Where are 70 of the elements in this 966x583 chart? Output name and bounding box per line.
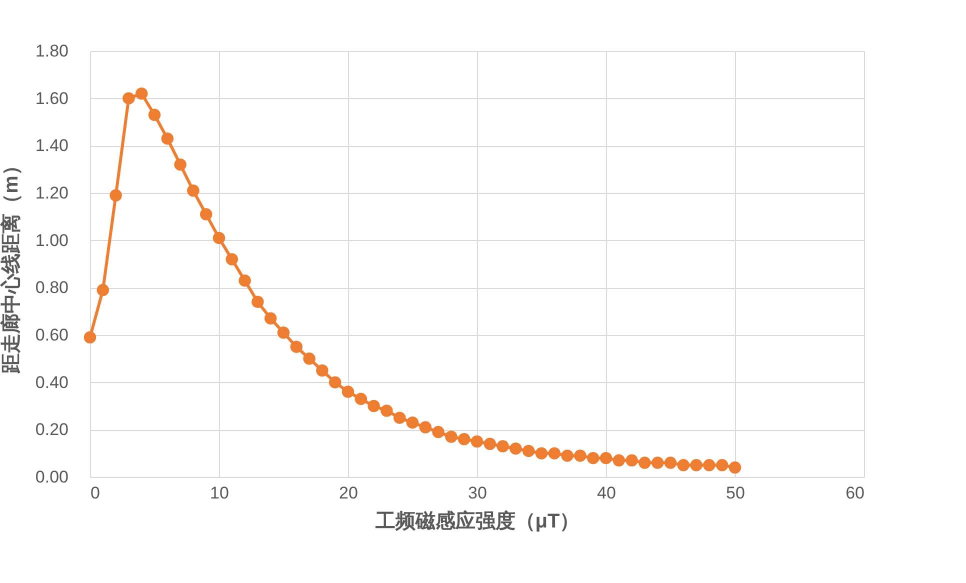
y-tick-label: 0.60 bbox=[35, 326, 68, 344]
point bbox=[226, 253, 238, 266]
y-tick-label: 0.40 bbox=[35, 372, 68, 392]
point bbox=[600, 452, 612, 464]
x-tick-label: 10 bbox=[210, 484, 229, 502]
point bbox=[690, 459, 702, 472]
point bbox=[445, 430, 458, 443]
x-axis-title: 工频磁感应强度（μT） bbox=[374, 510, 580, 532]
point bbox=[290, 340, 303, 353]
point bbox=[716, 459, 728, 472]
y-tick-label: 0.80 bbox=[35, 278, 68, 298]
point bbox=[303, 352, 316, 365]
point bbox=[148, 108, 161, 122]
point bbox=[651, 456, 664, 469]
point bbox=[110, 189, 122, 202]
point bbox=[626, 454, 638, 467]
point bbox=[316, 364, 328, 377]
point bbox=[484, 438, 496, 450]
point bbox=[122, 92, 135, 104]
point bbox=[728, 461, 742, 474]
x-tick-label: 0 bbox=[90, 484, 100, 502]
point bbox=[84, 331, 96, 344]
point bbox=[380, 404, 393, 417]
point bbox=[458, 433, 470, 446]
point bbox=[522, 444, 535, 458]
point bbox=[252, 296, 264, 308]
x-tick-label: 40 bbox=[597, 484, 616, 502]
point bbox=[277, 326, 290, 339]
point bbox=[703, 459, 716, 472]
point bbox=[535, 447, 548, 460]
point bbox=[238, 274, 251, 287]
point bbox=[574, 450, 586, 462]
point bbox=[561, 450, 574, 462]
y-tick-label: 1.80 bbox=[35, 42, 68, 60]
point bbox=[664, 456, 677, 469]
point bbox=[432, 426, 444, 438]
y-tick-label: 1.40 bbox=[35, 136, 68, 156]
point bbox=[96, 284, 110, 296]
point bbox=[496, 440, 509, 452]
y-tick-label: 0.00 bbox=[35, 468, 68, 486]
point bbox=[368, 400, 380, 412]
point bbox=[548, 447, 561, 460]
point bbox=[264, 312, 277, 325]
x-tick-label: 50 bbox=[726, 484, 745, 502]
x-tick-label: 20 bbox=[339, 484, 358, 502]
point bbox=[406, 416, 419, 429]
point bbox=[354, 392, 368, 406]
point bbox=[419, 421, 432, 434]
point bbox=[612, 454, 626, 467]
point bbox=[174, 158, 186, 171]
point bbox=[393, 412, 406, 424]
y-tick-label: 1.00 bbox=[35, 230, 68, 250]
x-tick-label: 30 bbox=[468, 484, 487, 502]
y-axis-title: 距走廊中心线距离（m） bbox=[0, 156, 22, 374]
point bbox=[510, 442, 522, 455]
point bbox=[328, 376, 342, 388]
x-tick-label: 60 bbox=[846, 484, 864, 502]
point bbox=[470, 435, 484, 448]
point bbox=[638, 456, 651, 469]
point bbox=[677, 459, 690, 472]
point bbox=[200, 208, 212, 220]
point bbox=[342, 386, 354, 398]
point bbox=[187, 184, 200, 197]
point bbox=[212, 232, 226, 244]
point bbox=[135, 87, 148, 100]
point bbox=[586, 452, 600, 464]
point bbox=[161, 132, 174, 145]
y-tick-label: 1.20 bbox=[35, 184, 68, 202]
y-tick-label: 1.60 bbox=[35, 88, 68, 108]
y-tick-label: 0.20 bbox=[35, 420, 68, 440]
